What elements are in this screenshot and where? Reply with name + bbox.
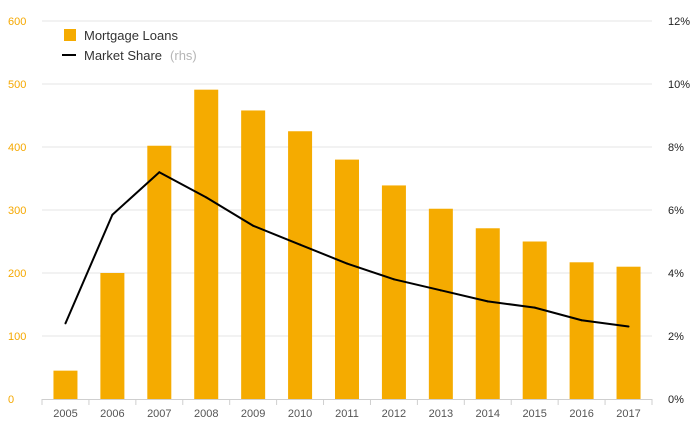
axes: 0 0% 100 2% 200 4% 300 6% 400 8% 500 10% 600 12% 2005 2… [8, 16, 690, 420]
bar-2012 [381, 185, 406, 399]
bar-2015 [522, 241, 547, 399]
x-tick-label: 2013 [429, 408, 453, 420]
market-share-point-2011 [346, 262, 348, 265]
x-tick-label: 2007 [147, 408, 171, 420]
bar-2009 [241, 110, 266, 400]
bar-2014 [475, 228, 500, 399]
legend-market-share-name: Market Share [84, 48, 162, 63]
x-tick-label: 2014 [476, 408, 500, 420]
line-series [64, 171, 630, 328]
market-share-point-2015 [533, 306, 536, 309]
y-right-tick-label: 2% [668, 331, 684, 343]
y-left-tick-label: 300 [8, 205, 26, 217]
x-tick-label: 2017 [616, 408, 640, 420]
legend-label-market-share: Market Share (rhs) [84, 47, 197, 64]
bar-2010 [288, 131, 313, 399]
y-right-tick-label: 10% [668, 79, 690, 91]
y-left-tick-label: 0 [8, 394, 14, 406]
y-left-tick-label: 400 [8, 142, 26, 154]
x-tick-label: 2008 [194, 408, 218, 420]
x-tick-label: 2015 [522, 408, 546, 420]
legend: Mortgage Loans Market Share (rhs) [62, 28, 197, 64]
bar-2017 [616, 266, 641, 399]
bar-2008 [194, 89, 219, 400]
y-right-tick-label: 12% [668, 16, 690, 28]
y-left-tick-label: 100 [8, 331, 26, 343]
market-share-point-2014 [486, 300, 489, 303]
bar-2006 [100, 273, 125, 399]
x-tick-label: 2010 [288, 408, 312, 420]
bar-2016 [569, 262, 594, 399]
x-tick-label: 2012 [382, 408, 406, 420]
bar-series [53, 89, 641, 400]
x-tick-label: 2009 [241, 408, 265, 420]
legend-label-mortgage-loans: Mortgage Loans [84, 28, 178, 43]
y-left-tick-label: 600 [8, 16, 26, 28]
legend-market-share-suffix: (rhs) [170, 48, 197, 63]
x-tick-label: 2005 [53, 408, 77, 420]
y-right-tick-label: 0% [668, 394, 684, 406]
x-tick-label: 2006 [100, 408, 124, 420]
y-left-tick-label: 500 [8, 79, 26, 91]
bar-2005 [53, 370, 78, 399]
market-share-point-2012 [392, 278, 395, 281]
bar-2013 [428, 208, 453, 399]
market-share-point-2017 [627, 325, 630, 328]
market-share-point-2006 [111, 213, 114, 216]
y-left-tick-label: 200 [8, 268, 26, 280]
bar-2007 [147, 145, 172, 399]
market-share-point-2007 [158, 171, 161, 174]
market-share-point-2013 [439, 289, 442, 292]
market-share-point-2008 [205, 196, 208, 199]
y-right-tick-label: 4% [668, 268, 684, 280]
legend-swatch-mortgage-loans [64, 29, 76, 41]
market-share-point-2016 [580, 319, 583, 322]
y-right-tick-label: 6% [668, 205, 684, 217]
x-tick-label: 2016 [569, 408, 593, 420]
market-share-point-2005 [64, 322, 67, 325]
x-tick-label: 2011 [335, 408, 359, 420]
market-share-point-2010 [299, 243, 302, 246]
y-right-tick-label: 8% [668, 142, 684, 154]
market-share-point-2009 [252, 224, 255, 227]
bar-2011 [335, 159, 359, 399]
